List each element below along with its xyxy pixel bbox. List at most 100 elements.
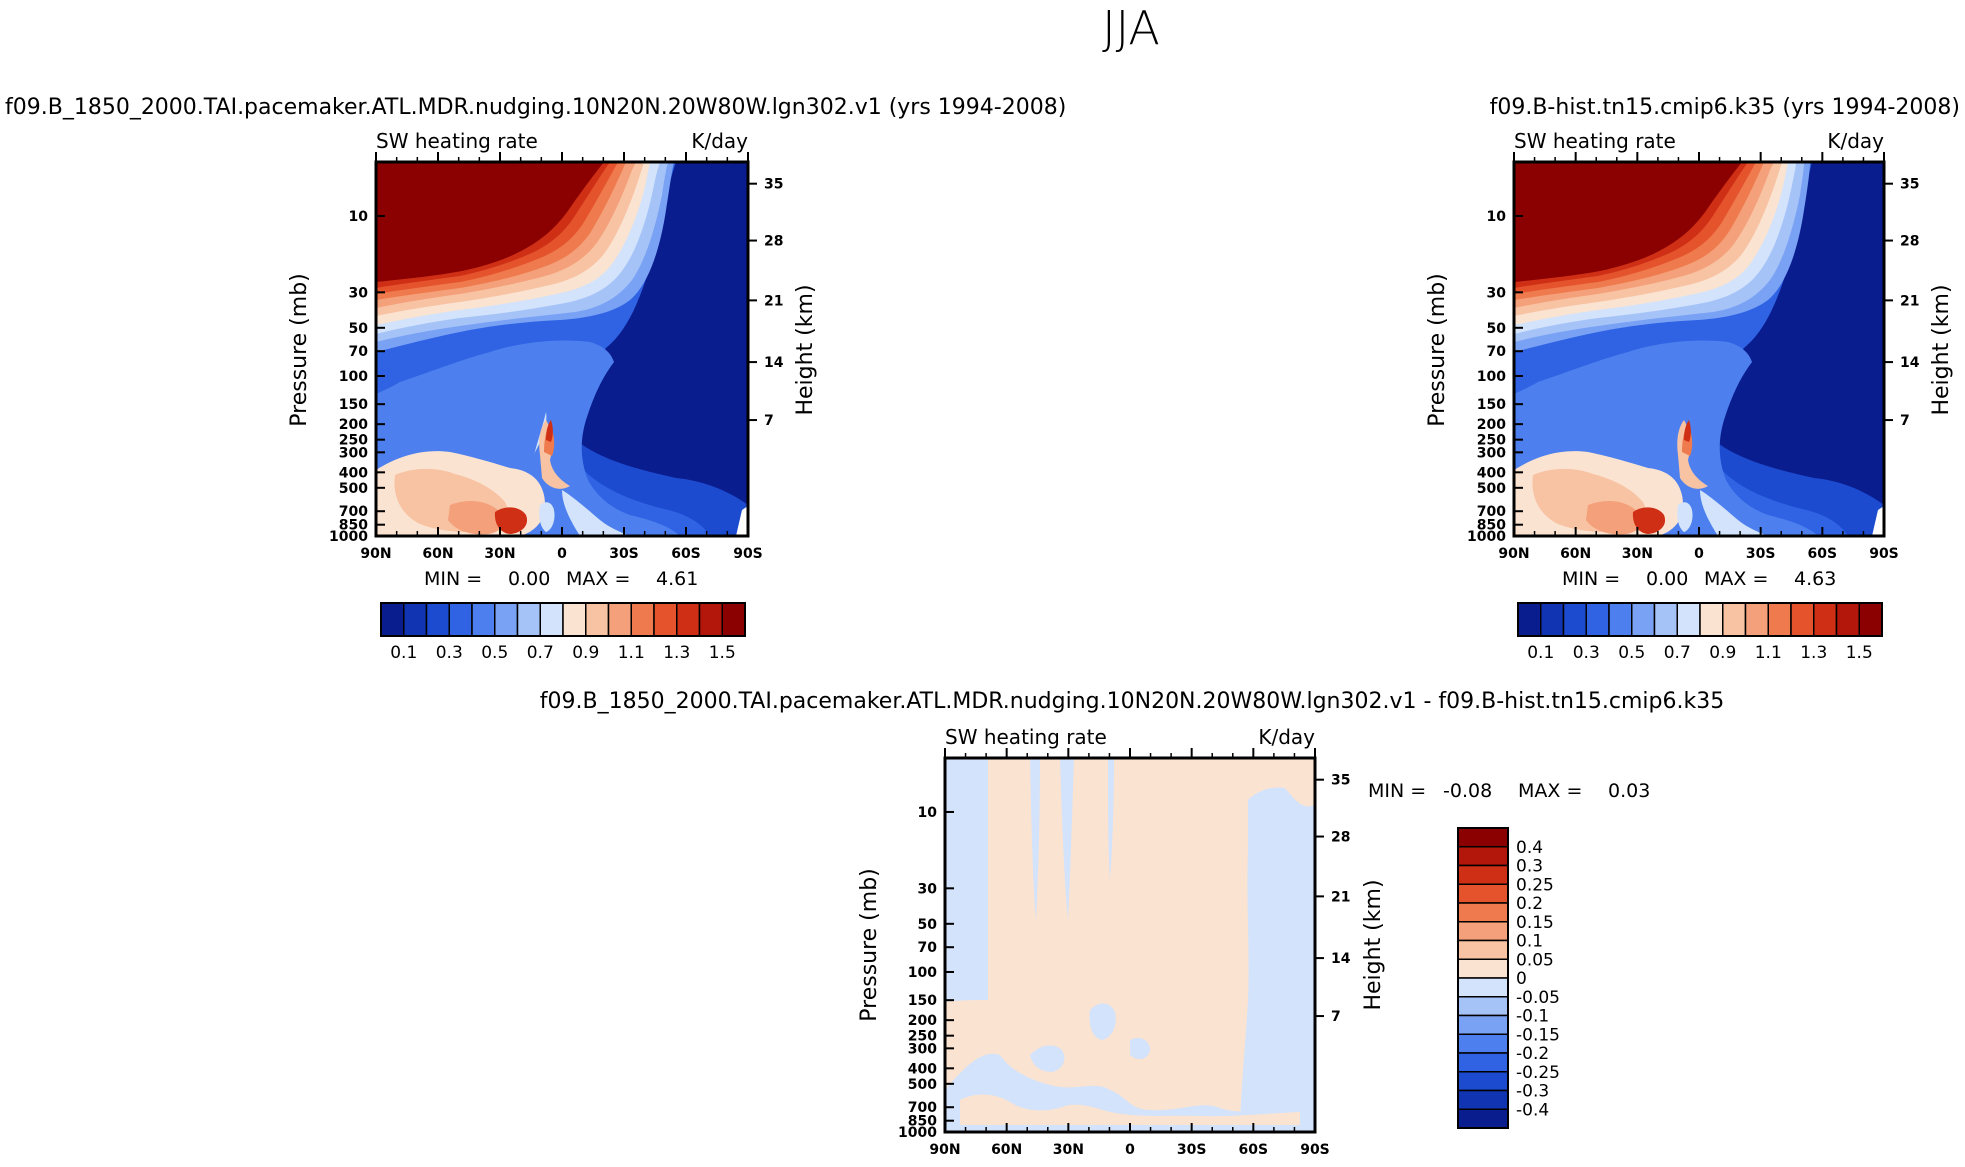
ytick-right-label: 28 [764,234,783,250]
colorbar-swatch [403,602,428,637]
ytick-right-label: 21 [764,293,783,309]
max-value-diff: 0.03 [1608,780,1650,802]
ytick-label: 250 [1477,433,1506,449]
ytick-label: 850 [339,518,368,534]
ytick-label: 70 [349,344,369,360]
colorbar-label: 1.1 [1755,643,1782,663]
axes-left: 90N 60N 30N 0 30S 60S 90S103050701001502002503… [329,152,784,562]
colorbar-label: -0.05 [1516,988,1560,1008]
panel-title-right: f09.B-hist.tn15.cmip6.k35 (yrs 1994-2008… [1490,95,1960,120]
colorbar-swatch [1585,602,1610,637]
colorbar-label: 0.1 [1527,643,1554,663]
ytick-label: 850 [908,1114,937,1130]
xtick-label: 90N [929,1142,960,1158]
colorbar-label: -0.3 [1516,1082,1549,1102]
colorbar-label: -0.4 [1516,1100,1549,1120]
colorbar-label: 0.5 [1618,643,1645,663]
colorbar-swatch [630,602,655,637]
max-value-right: 4.63 [1794,568,1836,590]
xtick-label: 60N [991,1142,1022,1158]
ytick-label: 30 [918,881,938,897]
xtick-label: 60N [1560,546,1591,562]
colorbar-swatch [380,602,405,637]
colorbar-swatch [1457,939,1509,960]
colorbar-swatch [1631,602,1656,637]
colorbar-swatch [1457,958,1509,979]
xtick-label: 0 [1125,1142,1135,1158]
colorbar-swatch [1457,902,1509,923]
ytick-label: 200 [339,417,368,433]
colorbar-label: 0.9 [572,643,599,663]
colorbar-swatch [1858,602,1883,637]
ytick-right-label: 21 [1331,889,1350,905]
ytick-label: 700 [1477,504,1506,520]
colorbar-frame [1457,827,1509,1129]
colorbar-label: 0.1 [1516,932,1543,952]
colorbar-label: 0.3 [1516,857,1543,877]
colorbar-swatch [1767,602,1792,637]
xtick-label: 90S [733,546,763,562]
colorbar-label: 1.5 [1846,643,1873,663]
colorbar-swatch [471,602,496,637]
colorbar-label: 0.25 [1516,875,1554,895]
ytick-right-label: 35 [1331,773,1350,789]
colorbar-swatch [1562,602,1587,637]
colorbar-label: 0.15 [1516,913,1554,933]
colorbar-swatch [1457,1052,1509,1073]
xtick-label: 30S [1177,1142,1207,1158]
field-right [1514,162,1884,536]
colorbar-swatch [1457,1071,1509,1092]
units-diff: K/day [1258,725,1315,749]
ytick-label: 300 [1477,445,1506,461]
xtick-label: 60S [1239,1142,1269,1158]
colorbar-right: 0.1 0.3 0.5 0.7 0.9 1.1 1.3 1.5 [1517,602,1883,663]
colorbar-label: 0.05 [1516,950,1554,970]
colorbar-swatch [607,602,632,637]
panel-title-left: f09.B_1850_2000.TAI.pacemaker.ATL.MDR.nu… [5,95,1066,120]
colorbar-label: -0.15 [1516,1025,1560,1045]
xtick-label: 30N [1053,1142,1084,1158]
field-diff [945,758,1315,1132]
ytick-right-label: 7 [1900,413,1910,429]
colorbar-swatch [585,602,610,637]
ylabel-left: Pressure (mb) [287,273,312,427]
ytick-right-label: 7 [1331,1009,1341,1025]
colorbar-frame [1517,602,1883,637]
ytick-label: 10 [349,209,369,225]
ytick-label: 30 [1487,285,1507,301]
colorbar-swatch [1457,1089,1509,1110]
xtick-label: 90S [1869,546,1899,562]
colorbar-swatch [1517,602,1542,637]
colorbar-swatch [494,602,519,637]
ytick-label: 100 [1477,369,1506,385]
ytick-right-label: 28 [1900,234,1919,250]
min-value-right: 0.00 [1646,568,1688,590]
xtick-label: 0 [557,546,567,562]
colorbar-swatch [562,602,587,637]
ytick-label: 250 [908,1029,937,1045]
colorbar-swatch [1790,602,1815,637]
colorbar-swatch [1608,602,1633,637]
ytick-label: 500 [908,1077,937,1093]
ytick-right-label: 21 [1900,293,1919,309]
ytick-label: 400 [339,465,368,481]
xtick-label: 0 [1694,546,1704,562]
ytick-label: 700 [908,1100,937,1116]
colorbar-swatch [1457,827,1509,848]
colorbar-label: 0.5 [481,643,508,663]
xtick-label: 30S [1746,546,1776,562]
colorbar-label: -0.1 [1516,1007,1549,1027]
colorbar-swatch [1457,883,1509,904]
ytick-label: 1000 [1467,529,1506,545]
colorbar-swatch [1813,602,1838,637]
xtick-label: 90S [1300,1142,1330,1158]
ylabel-diff: Pressure (mb) [857,868,882,1022]
xtick-label: 30N [1622,546,1653,562]
units-left: K/day [691,129,748,153]
figure-title: JJA [1102,1,1160,55]
colorbar-diff: 0.40.30.250.20.150.10.050-0.05-0.1-0.15-… [1457,827,1560,1129]
ytick-label: 850 [1477,518,1506,534]
subtitle-left-diff: SW heating rate [945,725,1107,749]
ytick-right-label: 35 [1900,177,1919,193]
